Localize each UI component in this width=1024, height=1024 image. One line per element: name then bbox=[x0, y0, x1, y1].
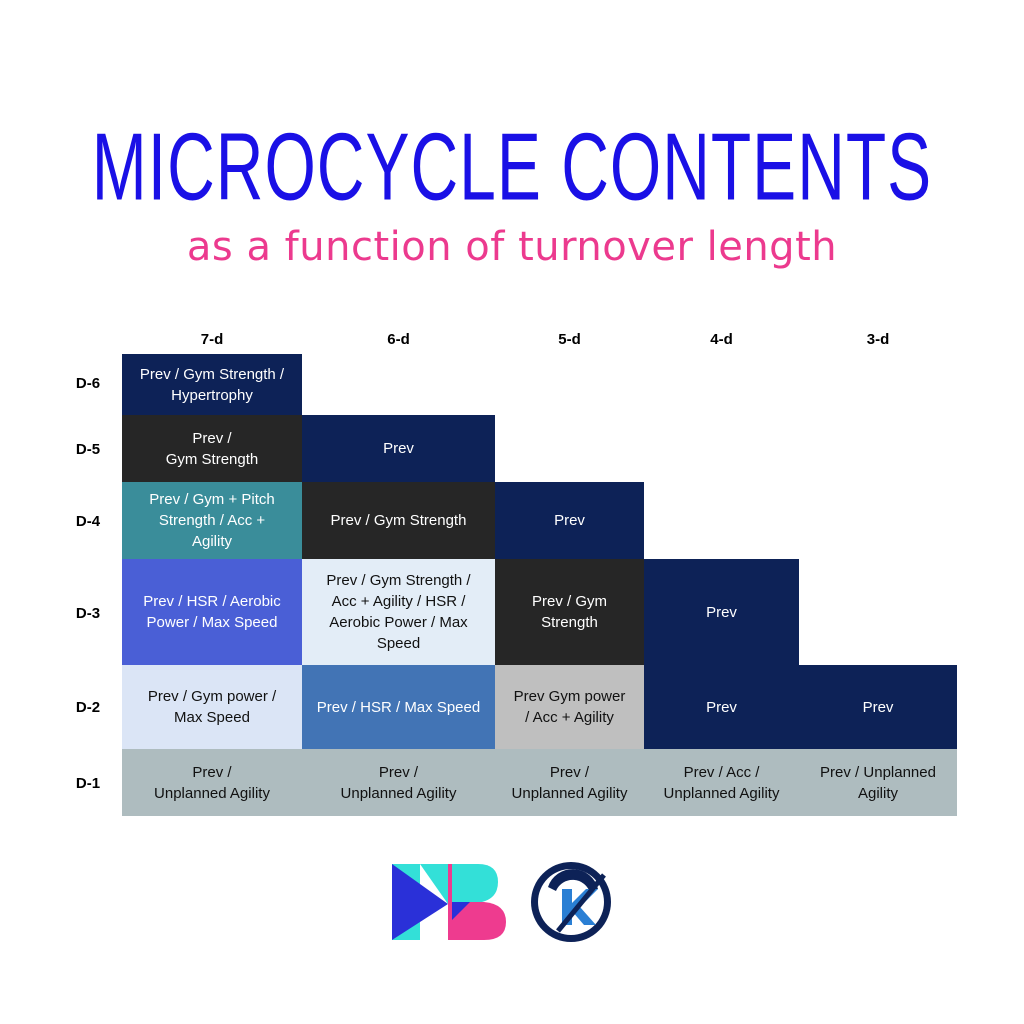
cell-6d-d5: Prev bbox=[302, 415, 495, 482]
cell-5d-d3: Prev / Gym Strength bbox=[495, 559, 644, 665]
column-header-4d: 4-d bbox=[710, 331, 733, 348]
cell-7d-d5: Prev / Gym Strength bbox=[122, 415, 302, 482]
cell-3d-d1: Prev / Unplanned Agility bbox=[799, 749, 957, 816]
cell-5d-d1: Prev / Unplanned Agility bbox=[495, 749, 644, 816]
cell-6d-d1: Prev / Unplanned Agility bbox=[302, 749, 495, 816]
cell-5d-d2: Prev Gym power / Acc + Agility bbox=[495, 665, 644, 749]
page-title: MICROCYCLE CONTENTS bbox=[91, 112, 933, 220]
row-header-d3: D-3 bbox=[75, 605, 101, 622]
cell-4d-d1: Prev / Acc / Unplanned Agility bbox=[644, 749, 799, 816]
k-logo bbox=[531, 862, 611, 942]
cell-4d-d3: Prev bbox=[644, 559, 799, 665]
page-subtitle: as a function of turnover length bbox=[186, 224, 838, 270]
column-header-3d: 3-d bbox=[866, 331, 890, 348]
row-header-d6: D-6 bbox=[75, 375, 101, 392]
column-header-7d: 7-d bbox=[200, 331, 224, 348]
row-header-d2: D-2 bbox=[75, 699, 101, 716]
mb-logo bbox=[392, 864, 506, 940]
column-header-5d: 5-d bbox=[558, 331, 581, 348]
cell-6d-d3: Prev / Gym Strength / Acc + Agility / HS… bbox=[302, 559, 495, 665]
cell-7d-d3: Prev / HSR / Aerobic Power / Max Speed bbox=[122, 559, 302, 665]
row-header-d5: D-5 bbox=[75, 441, 101, 458]
cell-7d-d2: Prev / Gym power / Max Speed bbox=[122, 665, 302, 749]
cell-7d-d1: Prev / Unplanned Agility bbox=[122, 749, 302, 816]
logos bbox=[390, 860, 620, 944]
row-header-d1: D-1 bbox=[75, 775, 101, 792]
cell-3d-d2: Prev bbox=[799, 665, 957, 749]
cell-7d-d6: Prev / Gym Strength / Hypertrophy bbox=[122, 354, 302, 415]
cell-6d-d2: Prev / HSR / Max Speed bbox=[302, 665, 495, 749]
cell-6d-d4: Prev / Gym Strength bbox=[302, 482, 495, 559]
column-header-6d: 6-d bbox=[387, 331, 410, 348]
cell-7d-d4: Prev / Gym + Pitch Strength / Acc + Agil… bbox=[122, 482, 302, 559]
row-header-d4: D-4 bbox=[75, 513, 101, 530]
cell-5d-d4: Prev bbox=[495, 482, 644, 559]
cell-4d-d2: Prev bbox=[644, 665, 799, 749]
